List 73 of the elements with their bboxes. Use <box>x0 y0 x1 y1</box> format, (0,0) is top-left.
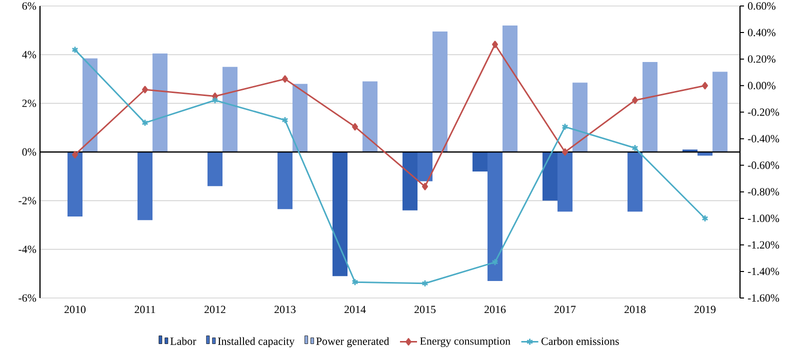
point <box>492 258 498 266</box>
x-tick-label: 2013 <box>274 306 296 314</box>
bar <box>222 66 238 152</box>
point <box>422 182 428 190</box>
point <box>72 150 78 158</box>
legend-label: Carbon emissions <box>542 337 619 345</box>
y-tick-label: 0% <box>22 148 36 156</box>
x-tick-label: 2010 <box>64 306 86 314</box>
y-tick-label: -4% <box>18 246 36 254</box>
bar <box>628 152 643 212</box>
bar <box>712 72 728 152</box>
bar <box>472 152 488 172</box>
bar <box>152 53 168 152</box>
bar <box>402 152 418 210</box>
point <box>562 148 568 156</box>
bar <box>292 84 308 152</box>
legend-label: Labor <box>170 337 196 345</box>
bar <box>558 152 573 212</box>
point <box>282 116 288 124</box>
point <box>212 96 218 104</box>
bar <box>488 152 503 281</box>
bar <box>432 32 448 152</box>
bar <box>418 152 433 182</box>
point <box>632 96 638 104</box>
y2-tick-label: -1.40% <box>748 268 780 276</box>
y2-tick-label: -0.60% <box>748 162 780 169</box>
y-tick-label: -6% <box>18 294 36 302</box>
y2-tick-label: -0.80% <box>748 188 780 196</box>
x-tick-label: 2017 <box>554 306 576 314</box>
x-tick-label: 2016 <box>484 306 506 314</box>
bar <box>362 81 378 152</box>
bar <box>278 152 293 210</box>
point <box>142 86 148 94</box>
point <box>702 82 708 90</box>
bar <box>542 152 558 201</box>
bar <box>642 62 658 152</box>
x-tick-label: 2019 <box>694 306 716 314</box>
y2-tick-label: -0.40% <box>748 135 780 142</box>
legend-label: Power generated <box>316 337 390 348</box>
x-tick-label: 2014 <box>344 306 366 314</box>
point <box>492 40 498 48</box>
bar <box>502 25 518 152</box>
bar <box>572 82 588 152</box>
point <box>282 75 288 83</box>
y-tick-label: 6% <box>22 2 36 10</box>
bar <box>208 152 222 186</box>
bar <box>138 152 152 220</box>
y2-tick-label: -1.20% <box>748 241 780 249</box>
y2-tick-label: -1.60% <box>748 294 780 302</box>
point <box>352 278 358 286</box>
y-tick-label: -2% <box>18 196 36 204</box>
point <box>562 123 568 131</box>
point <box>422 280 428 288</box>
x-tick-label: 2012 <box>204 306 226 314</box>
point <box>142 119 148 127</box>
y2-tick-label: 0.00% <box>748 82 776 90</box>
y-tick-label: 4% <box>22 50 36 58</box>
y2-tick-label: 0.20% <box>748 55 776 63</box>
point <box>352 123 358 131</box>
y2-tick-label: 0.40% <box>748 28 776 36</box>
bar <box>82 58 98 152</box>
bar <box>68 152 82 216</box>
y2-tick-label: 0.60% <box>748 2 776 10</box>
y-tick-label: 2% <box>22 100 36 108</box>
bar <box>332 152 348 276</box>
legend-label: Energy consumption <box>420 337 510 348</box>
y2-tick-label: -0.20% <box>748 108 780 116</box>
x-tick-label: 2011 <box>134 306 156 314</box>
x-tick-label: 2018 <box>624 306 646 314</box>
y2-tick-label: -1.00% <box>748 214 780 222</box>
x-tick-label: 2015 <box>414 306 436 314</box>
point <box>632 144 638 152</box>
legend-label: Installed capacity <box>218 337 295 348</box>
